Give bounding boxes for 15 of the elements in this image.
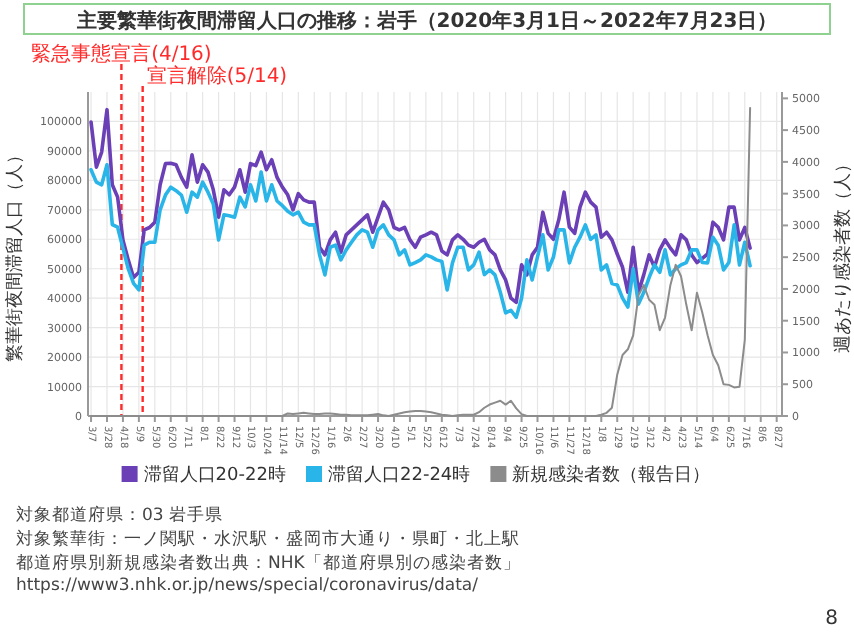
chart-title: 主要繁華街夜間滞留人口の推移：岩手（2020年3月1日～2022年7月23日） bbox=[74, 9, 778, 33]
legend-label: 滞留人口22-24時 bbox=[328, 464, 471, 486]
y2-axis-title: 週あたり感染者数（人） bbox=[832, 155, 854, 353]
legend-label: 滞留人口20-22時 bbox=[143, 464, 286, 486]
text: 都道府県別新規感染者数出典：NHK「都道府県別の感染者数」 https://www3.nhk.or.jp/news/special/coronavirus/data/ bbox=[16, 552, 521, 596]
ref-line-label: 宣言解除(5/14) bbox=[146, 64, 288, 88]
text: 対象繁華街：一ノ関駅・水沢駅・盛岡市大通り・県町・北上駅 bbox=[16, 528, 520, 550]
text: 対象都道府県：03 岩手県 bbox=[16, 504, 224, 526]
text: 8 bbox=[825, 608, 838, 630]
ref-line-label: 緊急事態宣言(4/16) bbox=[31, 42, 212, 66]
line-series bbox=[89, 162, 752, 320]
line-series bbox=[89, 107, 752, 305]
y-axis-title: 繁華街夜間滞留人口（人） bbox=[4, 146, 26, 362]
line-series bbox=[90, 106, 752, 417]
legend-label: 新規感染者数（報告日） bbox=[512, 464, 711, 486]
